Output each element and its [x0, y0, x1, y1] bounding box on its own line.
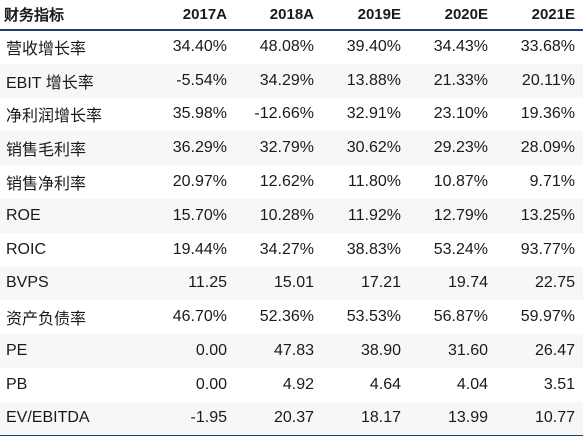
table-cell: 19.44% — [172, 240, 227, 258]
row-label: 销售毛利率 — [6, 142, 87, 160]
table-cell: 15.01 — [273, 274, 314, 292]
table-cell: 20.37 — [273, 409, 314, 427]
table-row: ROIC 19.44% 34.27% 38.83% 53.24% 93.77% — [0, 233, 583, 267]
table-cell: 30.62% — [346, 139, 401, 157]
table-cell: 13.99 — [447, 409, 488, 427]
table-cell: 10.77 — [534, 409, 575, 427]
table-cell: 34.43% — [433, 38, 488, 56]
table-cell: 46.70% — [172, 308, 227, 326]
table-cell: 31.60 — [447, 342, 488, 360]
table-row: 销售净利率 20.97% 12.62% 11.80% 10.87% 9.71% — [0, 165, 583, 199]
table-cell: 35.98% — [172, 105, 227, 123]
table-cell: 32.79% — [259, 139, 314, 157]
row-label: 资产负债率 — [6, 311, 87, 329]
row-label: PE — [6, 342, 28, 360]
table-cell: 11.80% — [347, 173, 401, 191]
table-row: BVPS 11.25 15.01 17.21 19.74 22.75 — [0, 266, 583, 301]
table-cell: 59.97% — [520, 308, 575, 326]
table-cell: 38.90 — [360, 342, 401, 360]
table-cell: 19.36% — [520, 105, 575, 123]
table-row: ROE 15.70% 10.28% 11.92% 12.79% 13.25% — [0, 198, 583, 233]
table-cell: 29.23% — [433, 139, 488, 157]
row-label: PB — [6, 375, 28, 393]
table-cell: 19.74 — [447, 274, 488, 292]
row-label: EBIT 增长率 — [6, 74, 94, 92]
header-2017a: 2017A — [148, 0, 235, 31]
table-cell: 9.71% — [529, 173, 575, 191]
table-row: PE 0.00 47.83 38.90 31.60 26.47 — [0, 334, 583, 368]
table-cell: 11.25 — [188, 274, 227, 292]
header-indicator: 财务指标 — [0, 0, 148, 31]
table-row: EV/EBITDA -1.95 20.37 18.17 13.99 10.77 — [0, 401, 583, 436]
header-2021e: 2021E — [496, 0, 583, 31]
table-cell: 53.24% — [433, 240, 488, 258]
table-cell: 4.92 — [282, 375, 314, 393]
table-cell: 13.25% — [520, 206, 575, 224]
table-cell: 22.75 — [534, 274, 575, 292]
table-cell: 10.28% — [259, 206, 314, 224]
table-cell: 12.62% — [259, 173, 314, 191]
table-cell: 34.27% — [259, 240, 314, 258]
table-cell: 52.36% — [259, 308, 314, 326]
table-cell: 56.87% — [433, 308, 488, 326]
header-2020e: 2020E — [409, 0, 496, 31]
header-row: 财务指标 2017A 2018A 2019E 2020E 2021E — [0, 0, 583, 31]
row-label: ROE — [6, 206, 41, 224]
table-cell: 26.47 — [534, 342, 575, 360]
table-cell: -1.95 — [190, 409, 227, 427]
row-label: 销售净利率 — [6, 176, 87, 194]
header-2018a: 2018A — [235, 0, 322, 31]
table-cell: -5.54% — [176, 71, 227, 89]
table-cell: -12.66% — [254, 105, 314, 123]
table-cell: 33.68% — [520, 38, 575, 56]
header-2019e: 2019E — [322, 0, 409, 31]
table-row: EBIT 增长率 -5.54% 34.29% 13.88% 21.33% 20.… — [0, 63, 583, 98]
table-header: 财务指标 2017A 2018A 2019E 2020E 2021E — [0, 0, 583, 31]
row-label: 净利润增长率 — [6, 108, 103, 126]
table-cell: 47.83 — [273, 342, 314, 360]
table-cell: 20.97% — [172, 173, 227, 191]
table-cell: 34.29% — [259, 71, 314, 89]
table-cell: 21.33% — [433, 71, 488, 89]
table-cell: 4.04 — [456, 375, 488, 393]
table-cell: 39.40% — [346, 38, 401, 56]
table-cell: 15.70% — [172, 206, 227, 224]
table-cell: 11.92% — [347, 206, 401, 224]
table-row: 销售毛利率 36.29% 32.79% 30.62% 29.23% 28.09% — [0, 131, 583, 166]
table-row: 资产负债率 46.70% 52.36% 53.53% 56.87% 59.97% — [0, 300, 583, 334]
table-cell: 20.11% — [521, 71, 575, 89]
table-row: 净利润增长率 35.98% -12.66% 32.91% 23.10% 19.3… — [0, 98, 583, 132]
table-cell: 38.83% — [346, 240, 401, 258]
table-cell: 32.91% — [346, 105, 401, 123]
table-cell: 36.29% — [172, 139, 227, 157]
row-label: EV/EBITDA — [6, 409, 90, 427]
table-cell: 3.51 — [543, 375, 575, 393]
table-cell: 53.53% — [346, 308, 401, 326]
row-label: ROIC — [6, 240, 46, 258]
row-label: 营收增长率 — [6, 41, 87, 59]
table-cell: 93.77% — [520, 240, 575, 258]
table-cell: 28.09% — [520, 139, 575, 157]
table-cell: 17.21 — [360, 274, 401, 292]
table-cell: 0.00 — [195, 342, 227, 360]
table-cell: 18.17 — [360, 409, 401, 427]
table-row: 营收增长率 34.40% 48.08% 39.40% 34.43% 33.68% — [0, 30, 583, 64]
table-cell: 0.00 — [195, 375, 227, 393]
table-cell: 12.79% — [433, 206, 488, 224]
table-cell: 4.64 — [369, 375, 401, 393]
table-cell: 13.88% — [346, 71, 401, 89]
row-label: BVPS — [6, 274, 49, 292]
table-cell: 48.08% — [259, 38, 314, 56]
table-body: 营收增长率 34.40% 48.08% 39.40% 34.43% 33.68%… — [0, 30, 583, 436]
table-cell: 23.10% — [433, 105, 488, 123]
table-row: PB 0.00 4.92 4.64 4.04 3.51 — [0, 368, 583, 402]
table-cell: 34.40% — [172, 38, 227, 56]
table-cell: 10.87% — [433, 173, 488, 191]
